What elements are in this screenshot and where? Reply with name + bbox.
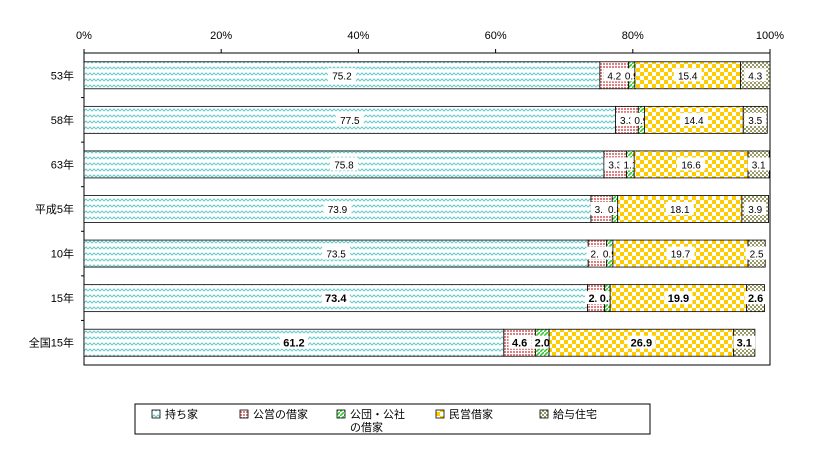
data-label-bg: [744, 202, 767, 215]
x-tick-label: 80%: [622, 30, 644, 42]
category-label: 10年: [51, 247, 74, 261]
legend-swatch: [435, 409, 445, 419]
data-label: 2.0: [535, 338, 550, 350]
data-label-bg: [321, 291, 350, 305]
data-label-bg: [665, 202, 694, 215]
data-label-bg: [323, 202, 352, 215]
data-label: 16.6: [681, 160, 701, 171]
bars: 75.2 4.2 0.9 15.4 4.377.5 3.3 0.9 14.4 3.575.8 3.…: [83, 61, 771, 357]
data-label: 73.5: [326, 250, 346, 261]
data-label: 15.4: [678, 71, 698, 82]
data-label-bg: [335, 112, 364, 126]
data-label-bg: [745, 246, 768, 260]
data-label-bg: [677, 157, 706, 171]
legend-swatch: [336, 409, 346, 419]
data-label: 1.1: [623, 160, 637, 171]
x-tick-label: 40%: [347, 30, 369, 42]
data-label: 19.9: [668, 293, 689, 305]
data-label: 0.8: [608, 205, 622, 216]
data-label-bg: [627, 335, 656, 349]
data-label-bg: [733, 335, 756, 349]
data-label-bg: [744, 112, 767, 126]
data-label: 3.1: [752, 160, 766, 171]
data-label-bg: [664, 291, 693, 305]
category-label: 15年: [51, 291, 74, 305]
legend-swatch: [151, 409, 161, 419]
category-label: 53年: [51, 68, 74, 82]
data-label: 3.3: [620, 116, 634, 127]
category-label: 平成5年: [35, 202, 74, 216]
data-label: 0.9: [625, 71, 639, 82]
legend-swatch: [239, 409, 249, 419]
legend-swatch: [539, 409, 549, 419]
data-label: 4.6: [512, 338, 527, 350]
legend-label: 給与住宅: [553, 407, 597, 421]
x-tick-label: 0%: [76, 30, 92, 42]
data-label: 3.9: [748, 205, 762, 216]
data-label-bg: [279, 335, 308, 349]
category-label: 58年: [51, 113, 74, 127]
data-label: 75.8: [334, 160, 354, 171]
legend-box: [134, 403, 651, 435]
category-label: 63年: [51, 157, 74, 171]
data-label: 73.9: [328, 205, 348, 216]
data-label: 61.2: [283, 338, 304, 350]
data-label: 0.9: [634, 116, 648, 127]
data-label: 26.9: [631, 338, 652, 350]
legend-label: 民営借家: [449, 407, 493, 421]
legend-label-line2: の借家: [350, 420, 383, 434]
legend-label: 持ち家: [165, 407, 198, 421]
data-label: 3.1: [595, 205, 609, 216]
data-label-bg: [666, 246, 695, 260]
data-label: 2.7: [591, 250, 605, 261]
data-label: 14.4: [684, 116, 704, 127]
data-label: 3.5: [748, 116, 762, 127]
data-label: 73.4: [325, 293, 347, 305]
data-label-bg: [744, 68, 767, 82]
data-label-bg: [673, 68, 702, 82]
data-label: 2.6: [748, 293, 763, 305]
legend-label: 公団・公社: [350, 407, 405, 421]
data-label: 3.1: [737, 338, 752, 350]
data-label-bg: [603, 68, 626, 82]
data-label: 4.2: [607, 71, 621, 82]
data-label: 0.9: [603, 250, 617, 261]
x-tick-label: 100%: [756, 30, 784, 42]
data-label-bg: [508, 335, 531, 349]
data-label: 3.3: [608, 160, 622, 171]
legend-label: 公営の借家: [253, 407, 308, 421]
data-label: 4.3: [748, 71, 762, 82]
data-label: 77.5: [340, 116, 360, 127]
data-label-bg: [744, 291, 767, 305]
data-label-bg: [679, 112, 708, 126]
data-label-bg: [327, 68, 356, 82]
data-label-bg: [322, 246, 351, 260]
x-axis: 0% 20% 40% 60% 80% 100%: [76, 30, 784, 53]
data-label: 18.1: [670, 205, 690, 216]
data-label-bg: [329, 157, 358, 171]
x-tick-label: 60%: [485, 30, 507, 42]
category-label: 全国15年: [29, 336, 74, 350]
data-label: 75.2: [332, 71, 352, 82]
data-label: 2.5: [750, 250, 764, 261]
data-label-bg: [747, 157, 770, 171]
data-label-bg: [531, 335, 554, 349]
data-label: 19.7: [671, 250, 691, 261]
x-tick-label: 20%: [210, 30, 232, 42]
